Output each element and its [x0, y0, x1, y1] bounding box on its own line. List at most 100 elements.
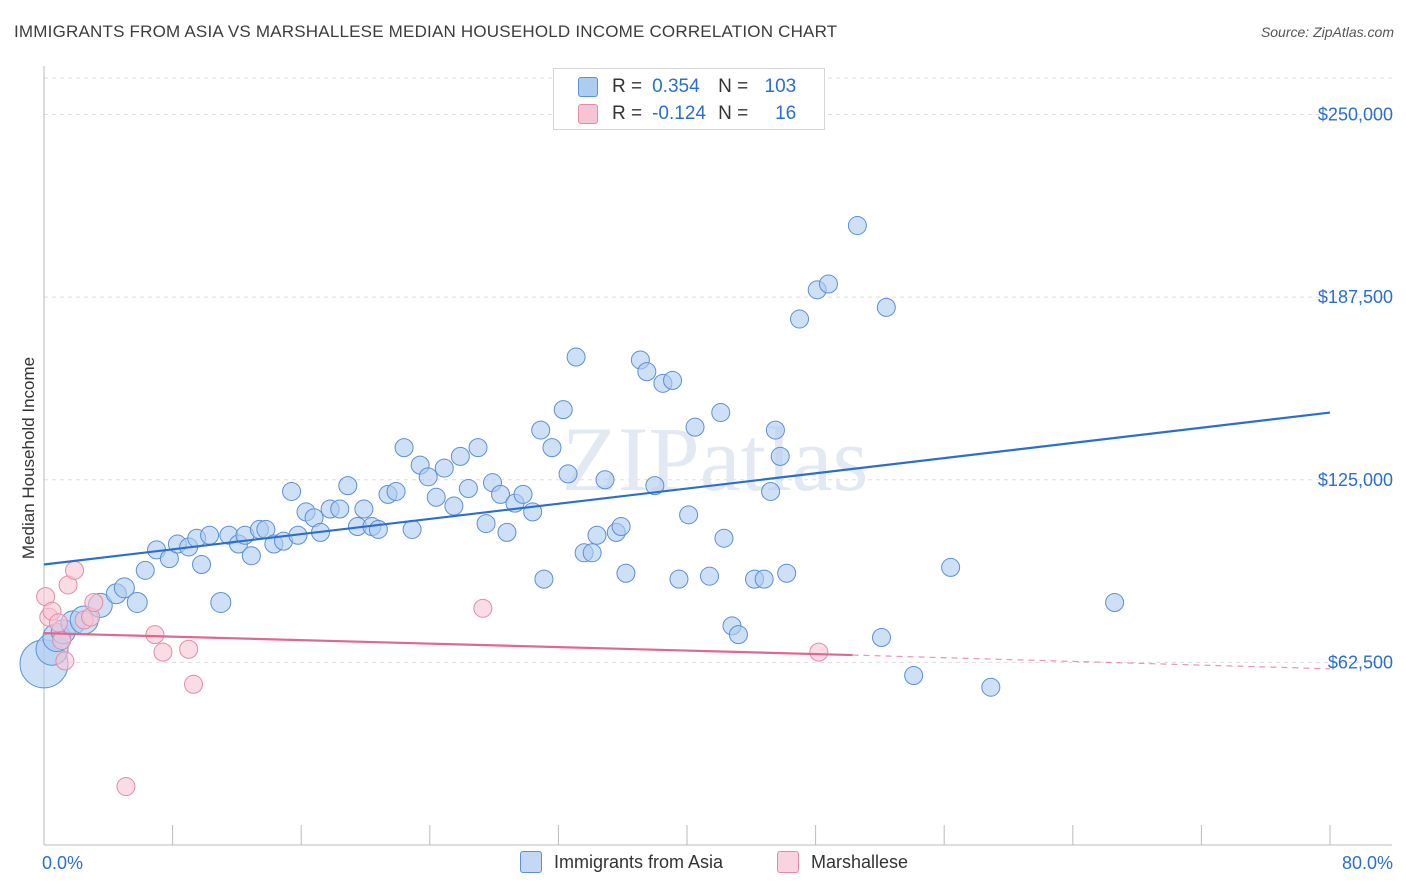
marshallese-point	[145, 625, 165, 645]
asia-point	[595, 470, 615, 490]
asia-point	[582, 543, 602, 563]
asia-point	[497, 522, 517, 542]
asia-point	[418, 467, 438, 487]
asia-point	[637, 362, 657, 382]
asia-point	[700, 566, 720, 586]
marshallese-point	[52, 630, 72, 650]
asia-point	[645, 476, 665, 496]
y-tick-label: $250,000	[1318, 105, 1393, 125]
asia-point	[468, 438, 488, 458]
asia-point	[765, 420, 785, 440]
r-label: R =	[612, 76, 643, 97]
asia-point	[394, 438, 414, 458]
y-tick-label: $187,500	[1318, 287, 1393, 307]
asia-point	[761, 481, 781, 501]
series-legend: Immigrants from Asia Marshallese	[0, 851, 1406, 877]
n-label: N =	[718, 76, 749, 97]
asia-point	[566, 347, 586, 367]
marshallese-point	[84, 592, 104, 612]
marshallese-point	[65, 560, 85, 580]
asia-point	[553, 400, 573, 420]
legend-item-marshallese: Marshallese	[777, 851, 908, 873]
asia-point	[542, 438, 562, 458]
series-asia-points	[19, 216, 1125, 697]
marshallese-legend-swatch-icon	[777, 851, 799, 873]
asia-point	[770, 446, 790, 466]
asia-point	[113, 577, 135, 599]
asia-point	[126, 591, 148, 613]
legend-label-asia: Immigrants from Asia	[554, 851, 724, 872]
asia-point	[434, 458, 454, 478]
y-axis-label: Median Household Income	[19, 357, 38, 559]
asia-point	[904, 666, 924, 686]
legend-item-asia: Immigrants from Asia	[520, 851, 723, 873]
watermark: ZIPatlas	[562, 408, 869, 510]
legend-row-asia: R = 0.354 N = 103	[578, 74, 796, 100]
marshallese-point	[809, 642, 829, 662]
marshallese-point	[116, 777, 136, 797]
r-value: -0.124	[652, 103, 706, 124]
asia-point	[192, 554, 212, 574]
legend-label-marshallese: Marshallese	[811, 851, 909, 872]
trend-lines	[43, 411, 1331, 670]
asia-legend-swatch-icon	[520, 851, 542, 873]
marshallese-point	[473, 598, 493, 618]
marshallese-trend-extension	[852, 654, 1331, 670]
r-label: R =	[612, 103, 643, 124]
asia-point	[241, 546, 261, 566]
marshallese-point	[153, 642, 173, 662]
asia-point	[491, 484, 511, 504]
legend-row-marshallese: R = -0.124 N = 16	[578, 101, 796, 127]
asia-point	[426, 487, 446, 507]
asia-point	[790, 309, 810, 329]
asia-point	[330, 499, 350, 519]
asia-point	[714, 528, 734, 548]
marshallese-point	[55, 651, 75, 671]
r-value: 0.354	[652, 76, 700, 97]
asia-point	[458, 479, 478, 499]
asia-point	[728, 625, 748, 645]
asia-point	[534, 569, 554, 589]
marshallese-point	[48, 613, 68, 633]
axes	[43, 66, 1392, 846]
asia-swatch-icon	[578, 77, 598, 97]
asia-point	[981, 677, 1001, 697]
asia-point	[669, 569, 689, 589]
asia-point	[679, 505, 699, 525]
x-tick-label: 80.0%	[1342, 853, 1393, 873]
n-value: 103	[764, 76, 797, 97]
asia-point	[777, 563, 797, 583]
asia-point	[872, 628, 892, 648]
asia-point	[685, 417, 705, 437]
asia-point	[558, 464, 578, 484]
x-tick-label: 0.0%	[42, 853, 83, 873]
asia-point	[338, 476, 358, 496]
chart-title: IMMIGRANTS FROM ASIA VS MARSHALLESE MEDI…	[14, 22, 838, 41]
asia-point	[818, 274, 838, 294]
asia-point	[754, 569, 774, 589]
asia-point	[663, 370, 683, 390]
y-tick-labels: $62,500 $125,000 $187,500 $250,000	[1318, 105, 1393, 673]
asia-point	[476, 514, 496, 534]
asia-point	[368, 519, 388, 539]
y-tick-label: $125,000	[1318, 470, 1393, 490]
asia-point	[200, 525, 220, 545]
asia-point	[210, 591, 232, 613]
asia-point	[587, 525, 607, 545]
asia-point	[354, 499, 374, 519]
correlation-legend: R = 0.354 N = 103 R = -0.124 N = 16	[553, 68, 825, 130]
marshallese-point	[179, 639, 199, 659]
asia-point	[711, 403, 731, 423]
asia-point	[847, 216, 867, 236]
asia-point	[1105, 592, 1125, 612]
x-tick-labels: 0.0% 80.0%	[42, 853, 1393, 873]
asia-point	[402, 519, 422, 539]
asia-point	[616, 563, 636, 583]
y-tick-label: $62,500	[1328, 652, 1393, 672]
n-value: 16	[775, 103, 797, 124]
marshallese-trend-line	[43, 632, 853, 657]
marshallese-swatch-icon	[578, 104, 598, 124]
asia-point	[611, 517, 631, 537]
asia-point	[876, 297, 896, 317]
